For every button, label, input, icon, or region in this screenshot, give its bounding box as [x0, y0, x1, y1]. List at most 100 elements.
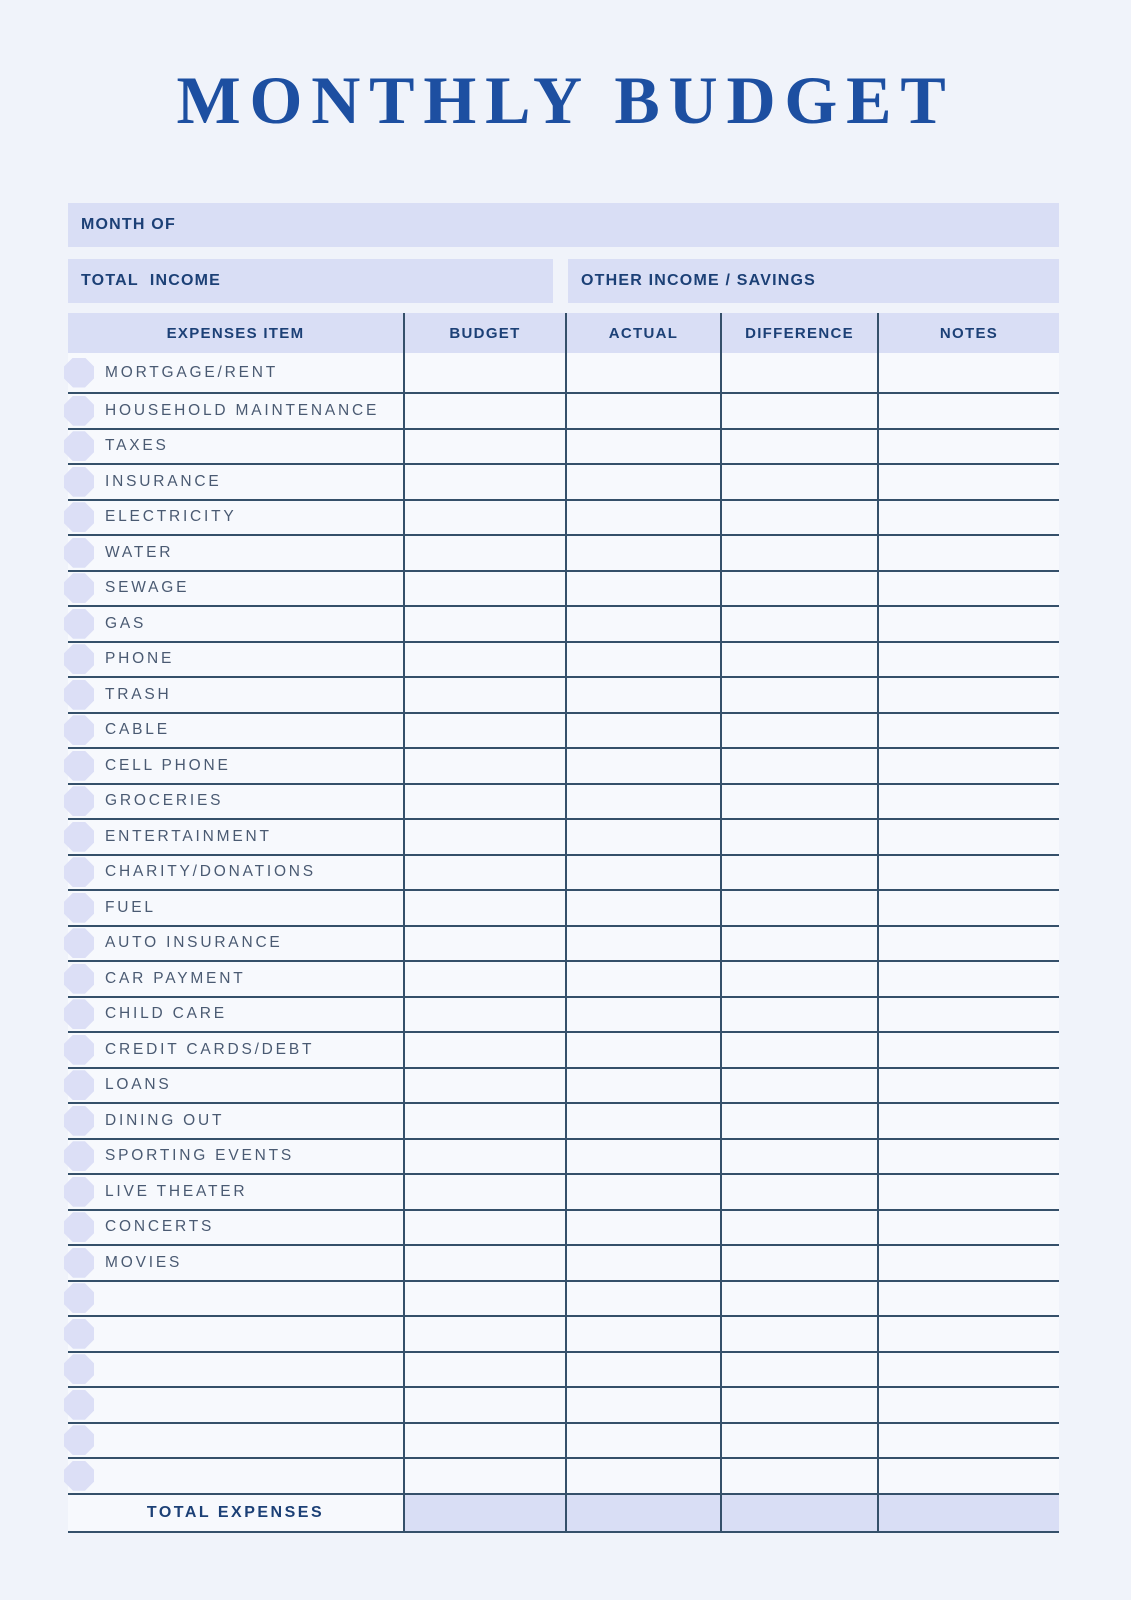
- actual-cell[interactable]: [565, 1139, 720, 1173]
- budget-cell[interactable]: [403, 394, 565, 428]
- budget-cell[interactable]: [403, 1175, 565, 1209]
- total-difference-cell[interactable]: [720, 1494, 877, 1531]
- actual-cell[interactable]: [565, 429, 720, 463]
- actual-cell[interactable]: [565, 820, 720, 854]
- notes-cell[interactable]: [877, 713, 1059, 747]
- budget-cell[interactable]: [403, 855, 565, 889]
- actual-cell[interactable]: [565, 536, 720, 570]
- difference-cell[interactable]: [720, 1104, 877, 1138]
- notes-cell[interactable]: [877, 394, 1059, 428]
- difference-cell[interactable]: [720, 1068, 877, 1102]
- budget-cell[interactable]: [403, 536, 565, 570]
- difference-cell[interactable]: [720, 465, 877, 499]
- difference-cell[interactable]: [720, 713, 877, 747]
- notes-cell[interactable]: [877, 962, 1059, 996]
- actual-cell[interactable]: [565, 1175, 720, 1209]
- notes-cell[interactable]: [877, 820, 1059, 854]
- difference-cell[interactable]: [720, 820, 877, 854]
- budget-cell[interactable]: [403, 1033, 565, 1067]
- actual-cell[interactable]: [565, 1388, 720, 1422]
- budget-cell[interactable]: [403, 465, 565, 499]
- budget-cell[interactable]: [403, 1139, 565, 1173]
- actual-cell[interactable]: [565, 571, 720, 605]
- difference-cell[interactable]: [720, 1459, 877, 1493]
- actual-cell[interactable]: [565, 642, 720, 676]
- difference-cell[interactable]: [720, 1423, 877, 1457]
- budget-cell[interactable]: [403, 1423, 565, 1457]
- budget-cell[interactable]: [403, 1317, 565, 1351]
- notes-cell[interactable]: [877, 1281, 1059, 1315]
- budget-cell[interactable]: [403, 1352, 565, 1386]
- actual-cell[interactable]: [565, 1068, 720, 1102]
- difference-cell[interactable]: [720, 926, 877, 960]
- actual-cell[interactable]: [565, 1104, 720, 1138]
- notes-cell[interactable]: [877, 1246, 1059, 1280]
- difference-cell[interactable]: [720, 749, 877, 783]
- notes-cell[interactable]: [877, 784, 1059, 818]
- notes-cell[interactable]: [877, 1352, 1059, 1386]
- actual-cell[interactable]: [565, 353, 720, 392]
- budget-cell[interactable]: [403, 1104, 565, 1138]
- budget-cell[interactable]: [403, 353, 565, 392]
- difference-cell[interactable]: [720, 997, 877, 1031]
- difference-cell[interactable]: [720, 429, 877, 463]
- difference-cell[interactable]: [720, 642, 877, 676]
- difference-cell[interactable]: [720, 1210, 877, 1244]
- actual-cell[interactable]: [565, 1246, 720, 1280]
- notes-cell[interactable]: [877, 1033, 1059, 1067]
- difference-cell[interactable]: [720, 1352, 877, 1386]
- notes-cell[interactable]: [877, 1423, 1059, 1457]
- difference-cell[interactable]: [720, 1388, 877, 1422]
- budget-cell[interactable]: [403, 1246, 565, 1280]
- budget-cell[interactable]: [403, 607, 565, 641]
- difference-cell[interactable]: [720, 1175, 877, 1209]
- budget-cell[interactable]: [403, 926, 565, 960]
- budget-cell[interactable]: [403, 820, 565, 854]
- notes-cell[interactable]: [877, 891, 1059, 925]
- budget-cell[interactable]: [403, 500, 565, 534]
- budget-cell[interactable]: [403, 713, 565, 747]
- budget-cell[interactable]: [403, 1459, 565, 1493]
- difference-cell[interactable]: [720, 1246, 877, 1280]
- budget-cell[interactable]: [403, 571, 565, 605]
- actual-cell[interactable]: [565, 500, 720, 534]
- actual-cell[interactable]: [565, 926, 720, 960]
- actual-cell[interactable]: [565, 1423, 720, 1457]
- actual-cell[interactable]: [565, 1033, 720, 1067]
- notes-cell[interactable]: [877, 749, 1059, 783]
- budget-cell[interactable]: [403, 678, 565, 712]
- notes-cell[interactable]: [877, 642, 1059, 676]
- budget-cell[interactable]: [403, 891, 565, 925]
- difference-cell[interactable]: [720, 962, 877, 996]
- actual-cell[interactable]: [565, 1459, 720, 1493]
- notes-cell[interactable]: [877, 926, 1059, 960]
- difference-cell[interactable]: [720, 607, 877, 641]
- budget-cell[interactable]: [403, 784, 565, 818]
- actual-cell[interactable]: [565, 749, 720, 783]
- notes-cell[interactable]: [877, 353, 1059, 392]
- actual-cell[interactable]: [565, 465, 720, 499]
- budget-cell[interactable]: [403, 429, 565, 463]
- total-income-input-area[interactable]: [221, 259, 553, 303]
- difference-cell[interactable]: [720, 536, 877, 570]
- budget-cell[interactable]: [403, 997, 565, 1031]
- difference-cell[interactable]: [720, 784, 877, 818]
- actual-cell[interactable]: [565, 607, 720, 641]
- budget-cell[interactable]: [403, 1281, 565, 1315]
- difference-cell[interactable]: [720, 678, 877, 712]
- difference-cell[interactable]: [720, 1317, 877, 1351]
- notes-cell[interactable]: [877, 855, 1059, 889]
- notes-cell[interactable]: [877, 571, 1059, 605]
- total-actual-cell[interactable]: [565, 1494, 720, 1531]
- notes-cell[interactable]: [877, 1459, 1059, 1493]
- difference-cell[interactable]: [720, 353, 877, 392]
- budget-cell[interactable]: [403, 749, 565, 783]
- notes-cell[interactable]: [877, 465, 1059, 499]
- difference-cell[interactable]: [720, 855, 877, 889]
- notes-cell[interactable]: [877, 1317, 1059, 1351]
- notes-cell[interactable]: [877, 536, 1059, 570]
- notes-cell[interactable]: [877, 607, 1059, 641]
- notes-cell[interactable]: [877, 1139, 1059, 1173]
- notes-cell[interactable]: [877, 1175, 1059, 1209]
- budget-cell[interactable]: [403, 1388, 565, 1422]
